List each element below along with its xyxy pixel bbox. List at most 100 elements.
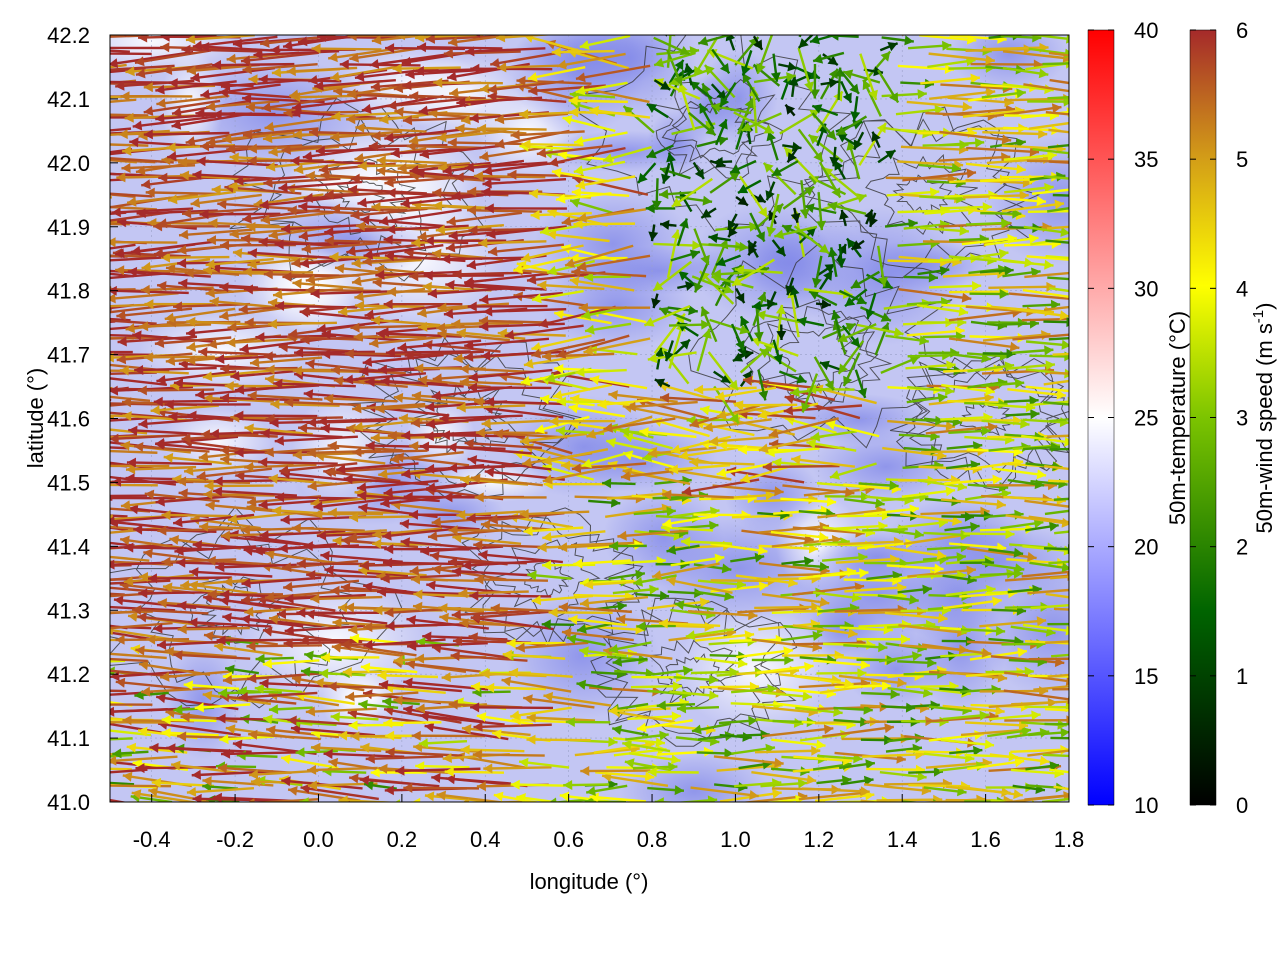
wind-arrow: [1043, 305, 1069, 311]
wind-arrow: [110, 483, 158, 487]
wind-arrow: [110, 631, 158, 642]
wind-arrow-shaft: [259, 530, 346, 537]
wind-arrow-shaft: [138, 417, 220, 426]
wind-arrow-head: [577, 261, 587, 272]
wind-arrow: [534, 415, 590, 434]
wind-arrow-shaft: [1024, 499, 1069, 508]
wind-arrow-shaft: [110, 483, 158, 487]
wind-arrow: [30, 767, 110, 777]
wind-arrow-head: [110, 352, 114, 363]
wind-arrow-head: [484, 467, 495, 478]
wind-arrow: [176, 557, 258, 568]
wind-arrow-head: [260, 428, 270, 439]
wind-arrow-head: [133, 524, 143, 535]
wind-arrow-head: [246, 641, 256, 652]
wind-arrow: [310, 593, 383, 604]
wind-arrow-head: [28, 540, 37, 550]
wind-arrow: [906, 393, 948, 404]
wind-arrow-head: [422, 281, 432, 292]
wind-arrow-head: [360, 662, 371, 673]
wind-arrow: [156, 281, 234, 293]
wind-arrow-head: [177, 244, 187, 255]
wind-arrow-head: [126, 457, 136, 468]
wind-arrow-head: [265, 374, 275, 385]
wind-arrow-shaft: [122, 414, 191, 422]
wind-arrow-head: [464, 340, 474, 351]
wind-arrow-shaft: [662, 514, 719, 526]
wind-arrow-head: [269, 417, 279, 428]
wind-arrow-head: [191, 769, 201, 780]
wind-arrow-head: [585, 324, 595, 335]
wind-arrow-shaft: [1012, 333, 1069, 341]
wind-arrow-head: [164, 312, 175, 323]
wind-arrow: [687, 610, 758, 621]
wind-arrow-shaft: [407, 642, 488, 648]
wind-arrow-head: [439, 612, 449, 623]
wind-arrow: [1024, 794, 1069, 801]
wind-arrow-head: [473, 721, 483, 732]
wind-arrow-head: [205, 500, 215, 511]
wind-arrow-shaft: [478, 319, 554, 324]
wind-arrow-head: [99, 432, 108, 442]
wind-arrow: [579, 595, 649, 608]
wind-arrow-shaft: [300, 786, 379, 801]
wind-arrow-head: [485, 682, 495, 693]
wind-arrow-shaft: [110, 433, 188, 441]
wind-arrow-shaft: [1025, 385, 1069, 393]
wind-arrow-shaft: [862, 753, 925, 758]
wind-arrow-head: [326, 466, 336, 477]
wind-arrow: [526, 712, 596, 723]
wind-arrow-shaft: [110, 628, 173, 641]
wind-arrow-head: [418, 738, 429, 749]
wind-arrow-head: [1050, 299, 1061, 310]
wind-arrow-head: [313, 509, 323, 519]
wind-arrow-head: [365, 440, 375, 451]
temperature-patch: [564, 35, 698, 120]
wind-arrow-head: [320, 652, 330, 663]
wind-arrow: [670, 553, 725, 567]
wind-arrow-head: [1046, 281, 1056, 292]
wind-arrow: [204, 480, 274, 491]
wind-arrow-head: [375, 403, 385, 414]
wind-arrow-head: [296, 607, 306, 618]
wind-arrow-shaft: [110, 575, 148, 582]
wind-arrow-head: [716, 467, 727, 478]
wind-arrow: [1025, 761, 1060, 772]
wind-arrow-head: [223, 576, 233, 587]
wind-arrow: [386, 286, 460, 297]
wind-arrow-head: [424, 791, 435, 802]
wind-arrow-head: [676, 703, 687, 714]
wind-arrow-head: [740, 316, 750, 327]
wind-arrow-head: [196, 471, 207, 481]
wind-arrow-shaft: [110, 768, 148, 774]
wind-arrow-shaft: [942, 271, 1007, 278]
wind-arrow-head: [427, 288, 438, 299]
wind-arrow-shaft: [189, 570, 273, 578]
wind-arrow-head: [635, 569, 645, 580]
wind-arrow-head: [247, 390, 257, 401]
wind-arrow-shaft: [110, 371, 157, 375]
wind-arrow-head: [272, 505, 282, 516]
wind-arrow: [1028, 727, 1069, 738]
wind-arrow: [459, 618, 532, 629]
wind-arrow-head: [219, 734, 229, 745]
wind-arrow-head: [362, 357, 373, 367]
wind-arrow: [242, 266, 314, 277]
wind-arrow: [838, 674, 907, 688]
wind-arrow: [988, 281, 1056, 292]
wind-arrow-head: [212, 792, 222, 802]
wind-arrow: [1044, 722, 1069, 726]
wind-arrow-head: [811, 745, 821, 756]
wind-arrow: [732, 351, 752, 363]
wind-arrow-head: [678, 450, 689, 461]
wind-arrow: [485, 682, 546, 693]
wind-arrow-shaft: [1010, 748, 1069, 753]
wind-arrow-head: [204, 480, 214, 491]
wind-arrow-head: [466, 513, 476, 524]
wind-arrow-head: [137, 612, 147, 623]
wind-arrow-shaft: [372, 527, 443, 537]
wind-arrow-head: [161, 556, 171, 567]
wind-arrow-head: [307, 480, 317, 491]
wind-arrow-head: [220, 445, 230, 456]
wind-arrow-head: [603, 422, 614, 433]
